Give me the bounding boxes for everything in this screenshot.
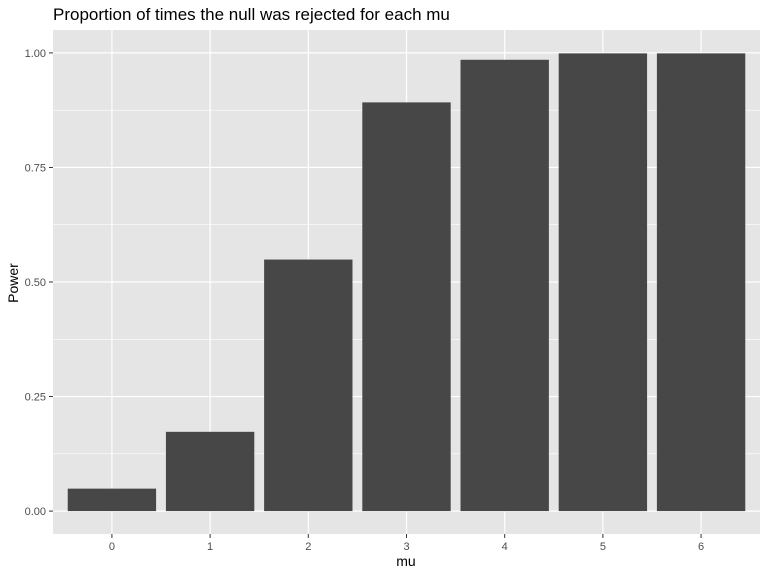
y-tick-label: 0.75 [25,162,46,174]
y-axis-title: Power [5,263,21,303]
x-axis: 0 1 2 3 4 5 6 [109,534,704,553]
y-tick-label: 0.25 [25,392,46,404]
bar-mu-4 [460,59,549,512]
chart-title: Proportion of times the null was rejecte… [53,5,450,24]
x-tick-label: 1 [207,541,213,553]
x-tick-label: 6 [698,541,704,553]
y-tick-label: 0.50 [25,277,46,289]
bar-mu-5 [558,53,648,512]
y-tick-label: 0.00 [25,506,46,518]
bar-mu-2 [264,259,353,512]
x-tick-label: 3 [403,541,409,553]
x-tick-label: 0 [109,541,115,553]
y-tick-label: 1.00 [25,48,46,60]
bar-mu-6 [656,53,746,512]
x-tick-label: 4 [502,541,508,553]
y-axis: 0.00 0.25 0.50 0.75 1.00 [25,48,53,518]
x-tick-label: 5 [600,541,606,553]
x-axis-title: mu [396,553,415,569]
bar-mu-1 [165,431,255,512]
bar-mu-3 [362,102,451,512]
bars [67,53,746,512]
x-tick-label: 2 [305,541,311,553]
bar-mu-0 [67,488,157,512]
